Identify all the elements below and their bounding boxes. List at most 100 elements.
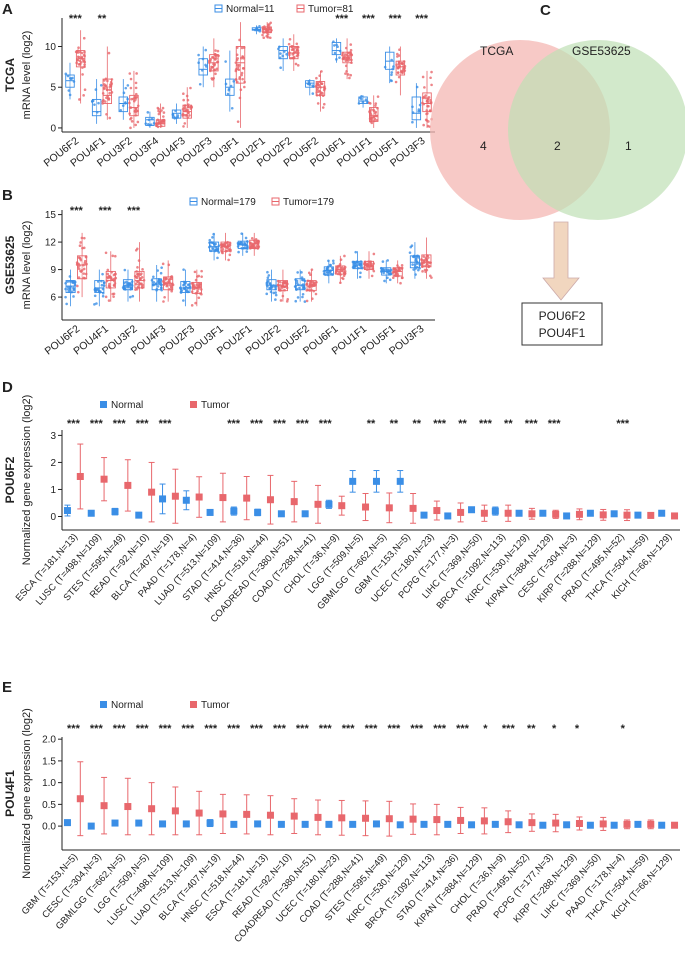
significance-mark: *** (67, 723, 81, 735)
data-point-tumor (183, 113, 187, 117)
data-point-tumor (251, 243, 254, 247)
data-point-tumor (265, 30, 268, 34)
data-point-normal (311, 92, 315, 95)
mean-marker-normal (301, 510, 309, 518)
box-normal (331, 41, 342, 56)
data-point-tumor (305, 282, 309, 286)
data-point-tumor (400, 62, 404, 65)
data-point-normal (258, 25, 261, 28)
data-point-tumor (83, 65, 86, 69)
significance-mark: *** (136, 418, 150, 430)
box-normal (295, 278, 306, 291)
data-point-tumor (209, 69, 212, 73)
data-point-normal (64, 287, 67, 291)
significance-mark: ** (458, 418, 467, 430)
data-point-tumor (236, 63, 239, 67)
data-point-tumor (214, 54, 217, 57)
data-point-tumor (221, 251, 224, 255)
significance-mark: *** (319, 418, 333, 430)
legend-label: Normal=11 (226, 4, 275, 15)
data-point-normal (95, 111, 99, 114)
data-point-normal (100, 279, 103, 283)
data-point-tumor (426, 254, 429, 258)
data-point-tumor (129, 126, 132, 130)
data-point-tumor (241, 77, 244, 81)
data-point-tumor (103, 100, 107, 103)
data-point-normal (101, 291, 105, 295)
mean-marker-tumor (552, 819, 560, 827)
mean-marker-normal (444, 512, 452, 520)
data-point-tumor (138, 277, 142, 281)
significance-mark: ** (504, 418, 513, 430)
data-point-tumor (135, 72, 138, 75)
data-point-tumor (371, 265, 374, 268)
mean-marker-normal (586, 509, 594, 517)
data-point-tumor (129, 77, 133, 81)
data-point-tumor (288, 51, 291, 54)
data-point-tumor (288, 53, 291, 57)
data-point-tumor (427, 120, 430, 123)
data-point-tumor (78, 63, 82, 66)
data-point-normal (265, 292, 269, 296)
data-point-tumor (197, 296, 201, 300)
data-point-tumor (296, 51, 300, 55)
mean-marker-normal (468, 821, 476, 829)
data-point-normal (67, 89, 71, 92)
data-point-tumor (394, 272, 398, 275)
significance-mark: *** (99, 205, 113, 217)
data-point-tumor (136, 120, 140, 124)
data-point-tumor (430, 70, 433, 74)
data-point-normal (152, 283, 155, 287)
data-point-tumor (227, 243, 230, 247)
data-point-tumor (343, 55, 346, 58)
data-point-tumor (428, 109, 432, 112)
mean-marker-tumor (647, 820, 655, 828)
significance-mark: *** (387, 723, 401, 735)
mean-marker-normal (63, 507, 71, 515)
mean-marker-normal (539, 821, 547, 829)
mean-marker-tumor (243, 810, 251, 818)
data-point-normal (182, 299, 185, 302)
data-point-normal (93, 103, 96, 106)
data-point-tumor (340, 266, 344, 269)
data-point-normal (129, 282, 133, 286)
mean-marker-normal (372, 820, 380, 828)
data-point-normal (361, 100, 365, 104)
data-point-tumor (163, 276, 166, 280)
data-point-tumor (135, 270, 138, 273)
data-point-normal (160, 288, 163, 292)
data-point-normal (102, 281, 106, 285)
data-point-tumor (349, 73, 353, 77)
data-point-tumor (184, 106, 187, 110)
mean-marker-normal (206, 819, 214, 827)
data-point-normal (68, 275, 72, 278)
data-point-normal (268, 282, 272, 285)
data-point-normal (256, 28, 260, 32)
data-point-tumor (421, 96, 425, 100)
data-point-tumor (76, 58, 79, 62)
data-point-tumor (216, 60, 220, 64)
data-point-normal (171, 113, 175, 116)
data-point-normal (411, 120, 414, 124)
data-point-tumor (373, 117, 377, 121)
significance-mark: *** (250, 418, 264, 430)
mean-marker-normal (349, 477, 357, 485)
mean-marker-normal (491, 507, 499, 515)
data-point-normal (338, 49, 342, 53)
data-point-tumor (398, 267, 401, 271)
data-point-normal (294, 299, 298, 303)
data-point-tumor (241, 55, 245, 59)
data-point-normal (303, 300, 307, 303)
data-point-normal (211, 246, 214, 250)
data-point-normal (204, 63, 207, 67)
y-tick-label: 1 (50, 485, 56, 496)
data-point-tumor (212, 77, 215, 80)
data-point-tumor (283, 288, 286, 292)
data-point-normal (360, 266, 364, 270)
dataset-label: TCGA (3, 58, 17, 92)
data-point-normal (357, 102, 361, 105)
data-point-tumor (255, 239, 259, 243)
significance-mark: *** (227, 418, 241, 430)
data-point-tumor (136, 274, 140, 278)
data-point-normal (355, 260, 359, 264)
